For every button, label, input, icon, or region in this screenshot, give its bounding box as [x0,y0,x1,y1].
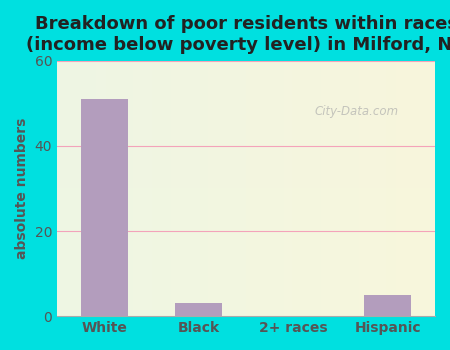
Bar [364,295,411,316]
Bar [175,303,222,316]
Title: Breakdown of poor residents within races
(income below poverty level) in Milford: Breakdown of poor residents within races… [26,15,450,54]
Text: City-Data.com: City-Data.com [314,105,398,118]
Bar [81,99,128,316]
Y-axis label: absolute numbers: absolute numbers [15,118,29,259]
